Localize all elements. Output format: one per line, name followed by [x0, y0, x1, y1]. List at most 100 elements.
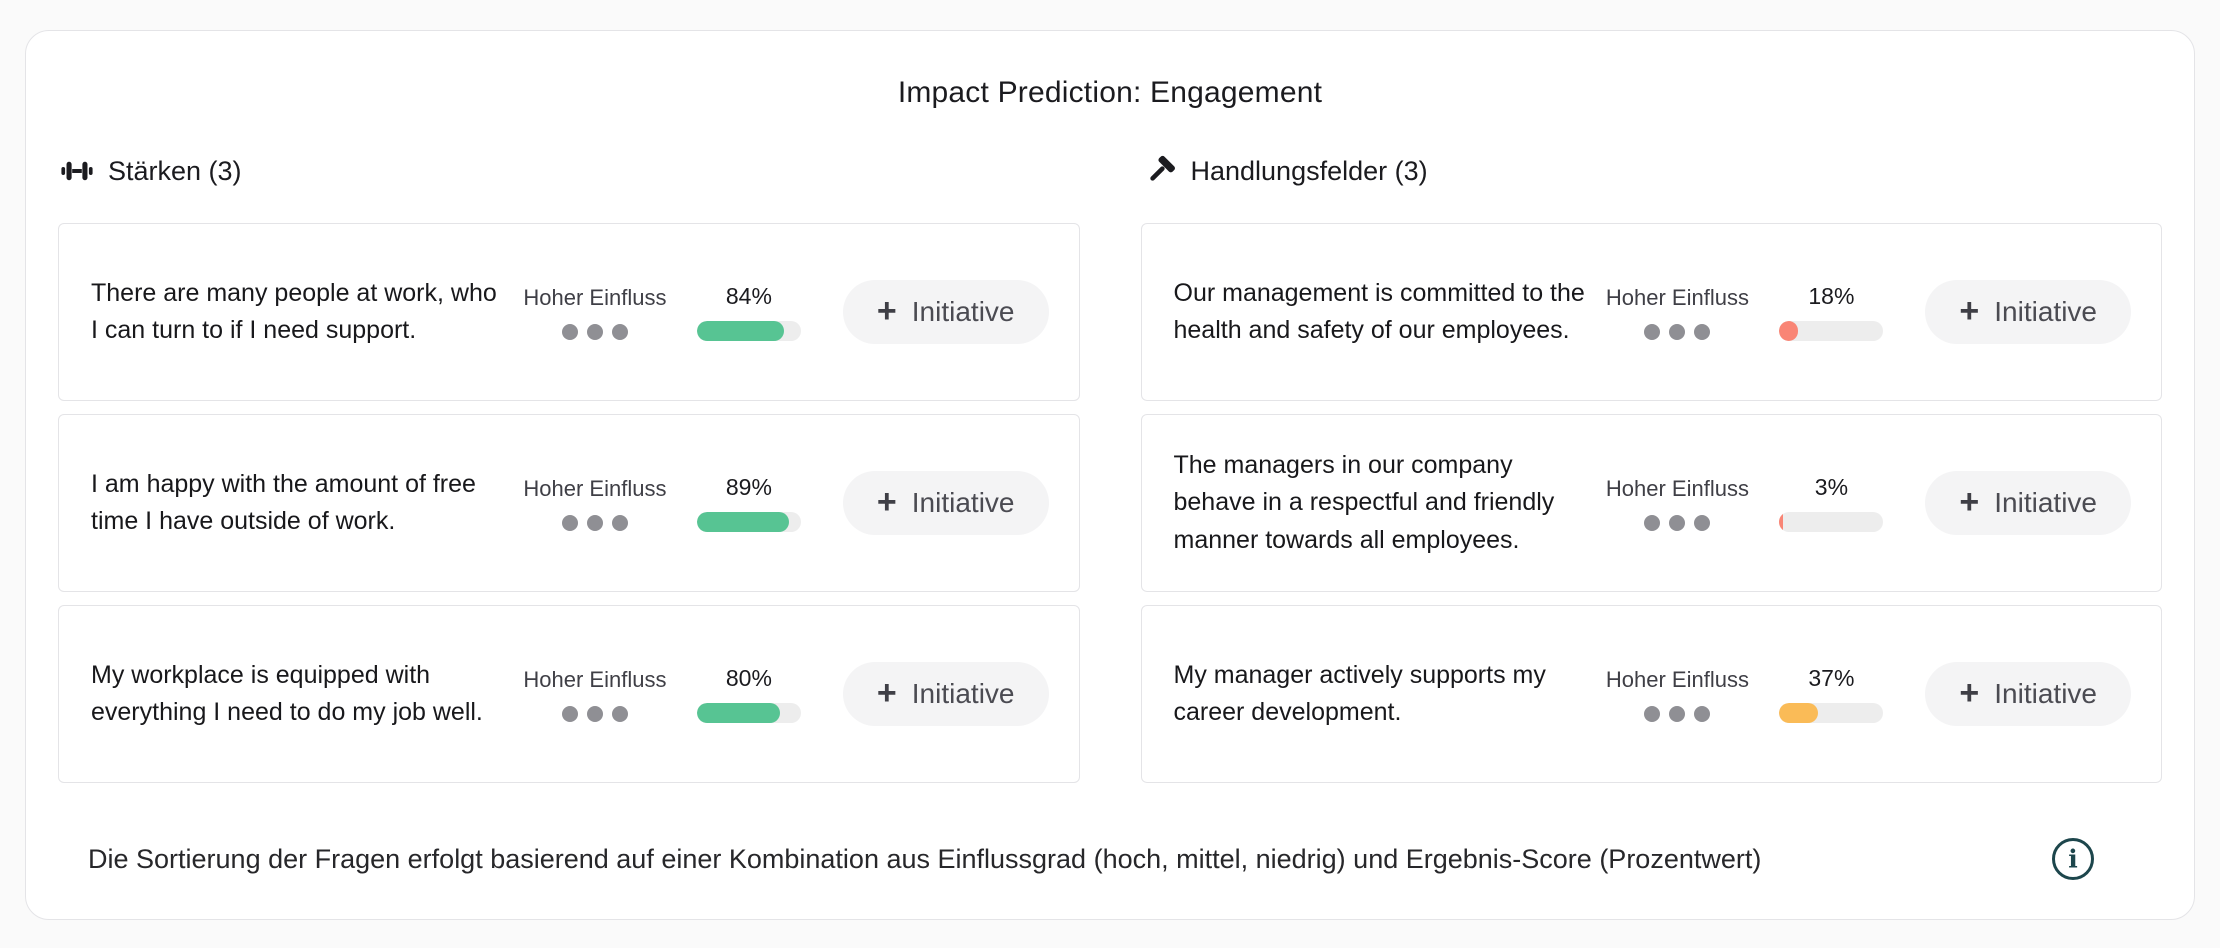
initiative-label: Initiative — [1994, 678, 2097, 709]
question-statement: I am happy with the amount of free time … — [91, 469, 476, 536]
question-statement: Our management is committed to the healt… — [1173, 278, 1585, 345]
influence-block: Hoher Einfluss — [1601, 285, 1753, 340]
action-fields-card-list: Our management is committed to the healt… — [1140, 223, 2162, 783]
footer: Die Sortierung der Fragen erfolgt basier… — [58, 836, 2162, 882]
score-block: 80% — [696, 665, 801, 723]
influence-dot — [1694, 705, 1711, 722]
influence-dot — [1669, 514, 1686, 531]
initiative-label: Initiative — [911, 487, 1015, 518]
plus-icon: + — [876, 482, 897, 521]
influence-dot — [1694, 514, 1711, 531]
score-bar — [696, 703, 801, 723]
influence-dots — [519, 705, 671, 722]
info-icon: i — [2050, 838, 2096, 885]
score-bar — [1779, 703, 1884, 723]
influence-dot — [586, 323, 603, 340]
influence-dot — [561, 705, 578, 722]
impact-prediction-panel: Impact Prediction: Engagement Stärken (3… — [25, 30, 2195, 920]
strengths-card-list: There are many people at work, who I can… — [58, 223, 1080, 783]
initiative-label: Initiative — [1994, 296, 2097, 327]
page-title: Impact Prediction: Engagement — [897, 76, 1323, 109]
score-block: 37% — [1779, 665, 1884, 723]
score-block: 3% — [1779, 474, 1884, 532]
influence-dot — [1644, 323, 1661, 340]
question-card: Our management is committed to the healt… — [1140, 223, 2162, 401]
plus-icon: + — [876, 673, 897, 712]
influence-dot — [1644, 514, 1661, 531]
score-bar-fill — [696, 703, 781, 723]
plus-icon: + — [1959, 482, 1980, 521]
influence-label: Hoher Einfluss — [1605, 666, 1749, 692]
question-statement: My workplace is equipped with everything… — [91, 660, 483, 727]
influence-label: Hoher Einfluss — [523, 475, 667, 501]
question-card: I am happy with the amount of free time … — [58, 414, 1080, 592]
influence-dot — [586, 514, 603, 531]
influence-label: Hoher Einfluss — [523, 666, 667, 692]
influence-dot — [1644, 705, 1661, 722]
sorting-note: Die Sortierung der Fragen erfolgt basier… — [88, 843, 1762, 874]
influence-dot — [1669, 323, 1686, 340]
influence-block: Hoher Einfluss — [519, 476, 671, 531]
score-bar — [696, 321, 801, 341]
influence-dot — [561, 323, 578, 340]
plus-icon: + — [1959, 673, 1980, 712]
hammer-icon — [1143, 154, 1177, 188]
influence-dot — [611, 514, 628, 531]
influence-dot — [611, 705, 628, 722]
score-bar — [1779, 512, 1884, 532]
question-statement: There are many people at work, who I can… — [91, 278, 497, 345]
add-initiative-button[interactable]: + Initiative — [842, 471, 1049, 535]
add-initiative-button[interactable]: + Initiative — [1925, 662, 2131, 726]
score-value: 18% — [1808, 283, 1855, 309]
influence-dot — [611, 323, 628, 340]
score-value: 3% — [1814, 474, 1849, 500]
score-value: 37% — [1808, 665, 1855, 691]
add-initiative-button[interactable]: + Initiative — [842, 662, 1049, 726]
score-bar-fill — [1779, 512, 1783, 532]
score-bar-fill — [1779, 321, 1799, 341]
score-value: 80% — [725, 665, 772, 691]
influence-block: Hoher Einfluss — [1601, 667, 1753, 722]
score-block: 89% — [696, 474, 801, 532]
strengths-column: Stärken (3) There are many people at wor… — [58, 153, 1080, 796]
influence-dot — [586, 705, 603, 722]
strengths-title: Stärken (3) — [108, 155, 242, 186]
influence-dots — [519, 514, 671, 531]
score-bar-fill — [696, 321, 785, 341]
score-value: 89% — [725, 474, 772, 500]
score-block: 84% — [696, 283, 801, 341]
action-fields-title: Handlungsfelder (3) — [1190, 155, 1428, 186]
influence-label: Hoher Einfluss — [523, 284, 667, 310]
influence-dot — [561, 514, 578, 531]
score-bar-fill — [696, 512, 790, 532]
initiative-label: Initiative — [1994, 487, 2097, 518]
add-initiative-button[interactable]: + Initiative — [1925, 280, 2131, 344]
influence-label: Hoher Einfluss — [1605, 284, 1749, 310]
influence-dots — [1601, 323, 1753, 340]
action-fields-column: Handlungsfelder (3) Our management is co… — [1140, 153, 2162, 796]
svg-text:i: i — [2068, 845, 2078, 874]
columns: Stärken (3) There are many people at wor… — [58, 153, 2162, 796]
info-button[interactable]: i — [2050, 836, 2096, 882]
influence-block: Hoher Einfluss — [519, 285, 671, 340]
influence-label: Hoher Einfluss — [1605, 475, 1749, 501]
influence-block: Hoher Einfluss — [519, 667, 671, 722]
score-value: 84% — [725, 283, 772, 309]
question-card: My manager actively supports my career d… — [1140, 605, 2162, 783]
dumbbell-icon — [60, 154, 94, 188]
question-statement: My manager actively supports my career d… — [1173, 660, 1546, 727]
question-card: The managers in our company behave in a … — [1140, 414, 2162, 592]
add-initiative-button[interactable]: + Initiative — [842, 280, 1049, 344]
influence-block: Hoher Einfluss — [1601, 476, 1753, 531]
initiative-label: Initiative — [911, 296, 1015, 327]
influence-dots — [1601, 514, 1753, 531]
question-card: My workplace is equipped with everything… — [58, 605, 1080, 783]
question-card: There are many people at work, who I can… — [58, 223, 1080, 401]
add-initiative-button[interactable]: + Initiative — [1925, 471, 2131, 535]
influence-dot — [1694, 323, 1711, 340]
influence-dots — [1601, 705, 1753, 722]
plus-icon: + — [1959, 291, 1980, 330]
score-bar — [696, 512, 801, 532]
initiative-label: Initiative — [911, 678, 1015, 709]
plus-icon: + — [876, 291, 897, 330]
